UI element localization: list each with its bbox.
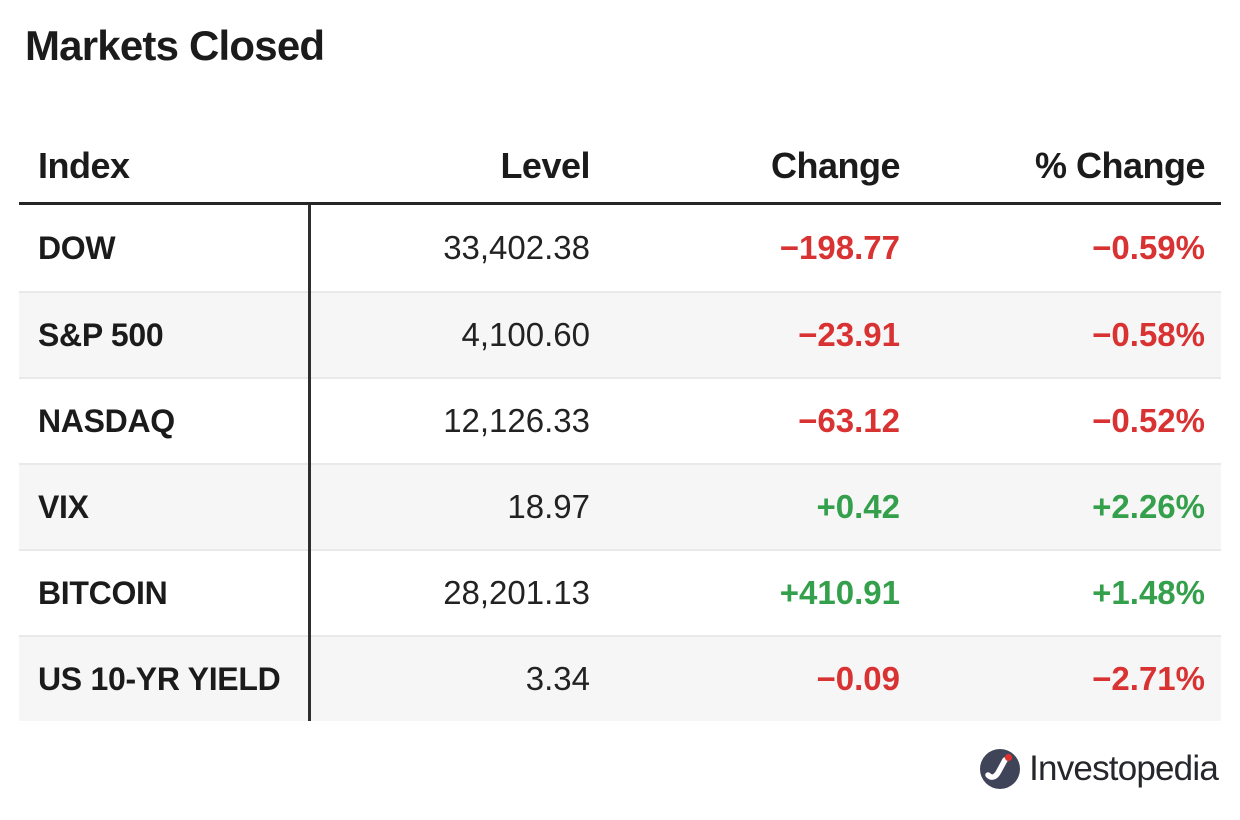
table-row-vix: VIX 18.97 +0.42 +2.26%: [19, 463, 1221, 549]
cell-pct-change: −0.58%: [1092, 316, 1205, 353]
cell-change: +410.91: [779, 574, 900, 611]
investopedia-logo-icon: [979, 748, 1021, 790]
cell-pct-change: +1.48%: [1092, 574, 1205, 611]
cell-change: +0.42: [816, 488, 901, 525]
table-header-row: Index Level Change % Change: [19, 130, 1221, 205]
cell-change: −0.09: [816, 660, 901, 697]
cell-index: BITCOIN: [38, 574, 168, 611]
header-cell-index: Index: [38, 145, 130, 186]
cell-change: −23.91: [798, 316, 900, 353]
cell-level: 28,201.13: [443, 574, 590, 611]
header-cell-level: Level: [500, 145, 590, 186]
table-row-us10yr: US 10-YR YIELD 3.34 −0.09 −2.71%: [19, 635, 1221, 721]
cell-change: −63.12: [798, 402, 900, 439]
cell-pct-change: +2.26%: [1092, 488, 1205, 525]
table-row-nasdaq: NASDAQ 12,126.33 −63.12 −0.52%: [19, 377, 1221, 463]
cell-index: DOW: [38, 229, 116, 266]
cell-index: S&P 500: [38, 316, 164, 353]
cell-index: US 10-YR YIELD: [38, 660, 281, 697]
cell-change: −198.77: [779, 229, 900, 266]
table-row-dow: DOW 33,402.38 −198.77 −0.59%: [19, 205, 1221, 291]
investopedia-wordmark: Investopedia: [1029, 749, 1219, 788]
header-cell-pct-change: % Change: [1034, 145, 1206, 186]
header-cell-change: Change: [770, 145, 901, 186]
cell-level: 33,402.38: [443, 229, 590, 266]
cell-level: 3.34: [525, 660, 590, 697]
market-table: Index Level Change % Change DOW 33,402.3…: [19, 130, 1221, 721]
cell-pct-change: −0.52%: [1092, 402, 1205, 439]
page-title: Markets Closed: [25, 22, 325, 69]
cell-level: 12,126.33: [443, 402, 590, 439]
cell-pct-change: −0.59%: [1092, 229, 1205, 266]
table-body: DOW 33,402.38 −198.77 −0.59% S&P 500 4,1…: [19, 205, 1221, 721]
cell-pct-change: −2.71%: [1092, 660, 1205, 697]
investopedia-logo: Investopedia: [979, 748, 1219, 790]
cell-index: NASDAQ: [38, 402, 175, 439]
table-row-sp500: S&P 500 4,100.60 −23.91 −0.58%: [19, 291, 1221, 377]
column-divider-line: [308, 205, 311, 721]
table-row-bitcoin: BITCOIN 28,201.13 +410.91 +1.48%: [19, 549, 1221, 635]
cell-index: VIX: [38, 488, 89, 525]
cell-level: 4,100.60: [461, 316, 590, 353]
cell-level: 18.97: [507, 488, 590, 525]
